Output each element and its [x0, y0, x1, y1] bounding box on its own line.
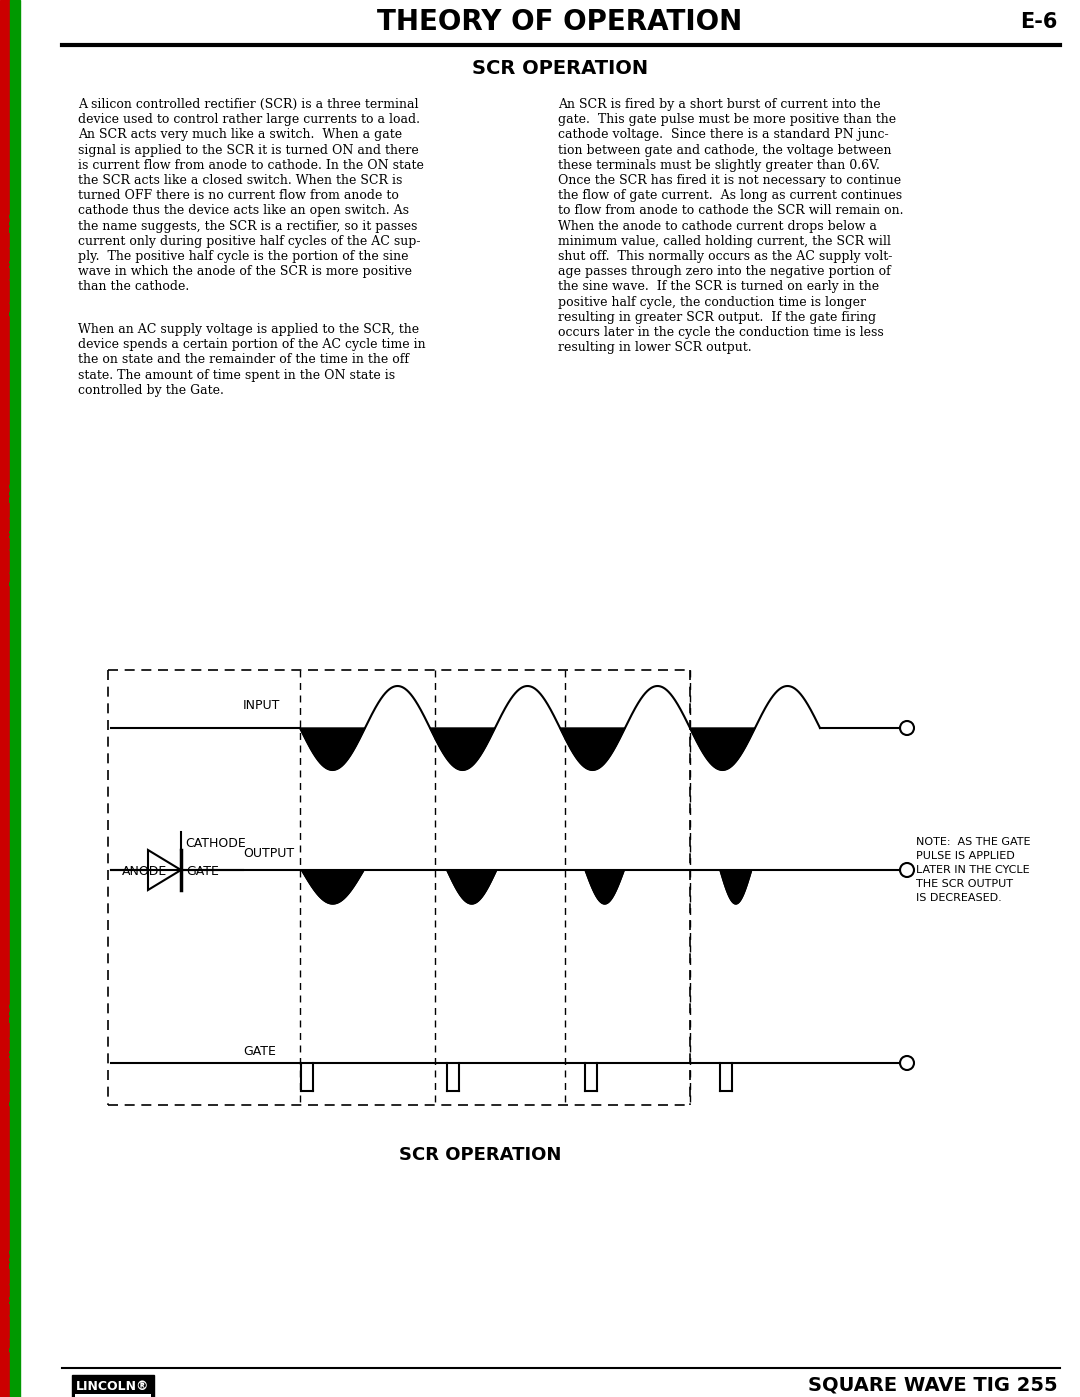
Text: NOTE:  AS THE GATE
PULSE IS APPLIED
LATER IN THE CYCLE
THE SCR OUTPUT
IS DECREAS: NOTE: AS THE GATE PULSE IS APPLIED LATER…: [916, 837, 1030, 902]
Text: signal is applied to the SCR it is turned ON and there: signal is applied to the SCR it is turne…: [78, 144, 419, 156]
Bar: [72, 1375, 154, 1397]
Text: occurs later in the cycle the conduction time is less: occurs later in the cycle the conduction…: [558, 326, 883, 339]
Text: the on state and the remainder of the time in the off: the on state and the remainder of the ti…: [78, 353, 409, 366]
Bar: [10, 0, 21, 1397]
Polygon shape: [447, 870, 497, 904]
Text: device used to control rather large currents to a load.: device used to control rather large curr…: [78, 113, 420, 126]
Text: Once the SCR has fired it is not necessary to continue: Once the SCR has fired it is not necessa…: [558, 175, 901, 187]
Text: OUTPUT: OUTPUT: [243, 847, 294, 861]
Bar: [75, 1377, 151, 1394]
Text: these terminals must be slightly greater than 0.6V.: these terminals must be slightly greater…: [558, 159, 880, 172]
Text: SCR OPERATION: SCR OPERATION: [399, 1146, 562, 1164]
Text: Return to Section TOC: Return to Section TOC: [0, 932, 10, 1038]
Polygon shape: [301, 870, 364, 904]
Text: cathode thus the device acts like an open switch. As: cathode thus the device acts like an ope…: [78, 204, 409, 218]
Text: SQUARE WAVE TIG 255: SQUARE WAVE TIG 255: [808, 1376, 1058, 1394]
Text: Return to Master TOC: Return to Master TOC: [11, 1003, 19, 1106]
Text: gate.  This gate pulse must be more positive than the: gate. This gate pulse must be more posit…: [558, 113, 896, 126]
Text: cathode voltage.  Since there is a standard PN junc-: cathode voltage. Since there is a standa…: [558, 129, 889, 141]
Text: Return to Master TOC: Return to Master TOC: [11, 483, 19, 587]
Text: Return to Section TOC: Return to Section TOC: [0, 412, 10, 518]
Text: Return to Master TOC: Return to Master TOC: [11, 214, 19, 317]
Text: age passes through zero into the negative portion of: age passes through zero into the negativ…: [558, 265, 891, 278]
Text: state. The amount of time spent in the ON state is: state. The amount of time spent in the O…: [78, 369, 395, 381]
Text: ANODE: ANODE: [122, 865, 167, 877]
Text: positive half cycle, the conduction time is longer: positive half cycle, the conduction time…: [558, 296, 866, 309]
Text: resulting in lower SCR output.: resulting in lower SCR output.: [558, 341, 752, 355]
Text: A silicon controlled rectifier (SCR) is a three terminal: A silicon controlled rectifier (SCR) is …: [78, 98, 419, 110]
Polygon shape: [585, 870, 624, 904]
Text: the SCR acts like a closed switch. When the SCR is: the SCR acts like a closed switch. When …: [78, 175, 403, 187]
Text: device spends a certain portion of the AC cycle time in: device spends a certain portion of the A…: [78, 338, 426, 351]
Text: GATE: GATE: [186, 865, 219, 877]
Text: the sine wave.  If the SCR is turned on early in the: the sine wave. If the SCR is turned on e…: [558, 281, 879, 293]
Text: current only during positive half cycles of the AC sup-: current only during positive half cycles…: [78, 235, 420, 247]
Text: controlled by the Gate.: controlled by the Gate.: [78, 384, 224, 397]
Polygon shape: [300, 728, 365, 770]
Text: GATE: GATE: [243, 1045, 275, 1058]
Text: the name suggests, the SCR is a rectifier, so it passes: the name suggests, the SCR is a rectifie…: [78, 219, 417, 232]
Text: shut off.  This normally occurs as the AC supply volt-: shut off. This normally occurs as the AC…: [558, 250, 892, 263]
Text: the flow of gate current.  As long as current continues: the flow of gate current. As long as cur…: [558, 189, 902, 203]
Text: SCR OPERATION: SCR OPERATION: [472, 59, 648, 77]
Text: CATHODE: CATHODE: [185, 837, 246, 849]
Text: resulting in greater SCR output.  If the gate firing: resulting in greater SCR output. If the …: [558, 310, 876, 324]
Polygon shape: [561, 728, 625, 770]
Text: An SCR acts very much like a switch.  When a gate: An SCR acts very much like a switch. Whe…: [78, 129, 402, 141]
Text: tion between gate and cathode, the voltage between: tion between gate and cathode, the volta…: [558, 144, 891, 156]
Text: Return to Section TOC: Return to Section TOC: [0, 1178, 10, 1282]
Bar: [75, 1377, 151, 1397]
Text: When the anode to cathode current drops below a: When the anode to cathode current drops …: [558, 219, 877, 232]
Text: to flow from anode to cathode the SCR will remain on.: to flow from anode to cathode the SCR wi…: [558, 204, 904, 218]
Text: E-6: E-6: [1021, 13, 1058, 32]
Text: When an AC supply voltage is applied to the SCR, the: When an AC supply voltage is applied to …: [78, 323, 419, 335]
Polygon shape: [690, 728, 755, 770]
Text: Return to Master TOC: Return to Master TOC: [11, 1249, 19, 1351]
Text: minimum value, called holding current, the SCR will: minimum value, called holding current, t…: [558, 235, 891, 247]
Text: LINCOLN®: LINCOLN®: [77, 1379, 150, 1393]
Text: Return to Section TOC: Return to Section TOC: [0, 142, 10, 247]
Polygon shape: [430, 728, 495, 770]
Text: wave in which the anode of the SCR is more positive: wave in which the anode of the SCR is mo…: [78, 265, 411, 278]
Text: ply.  The positive half cycle is the portion of the sine: ply. The positive half cycle is the port…: [78, 250, 408, 263]
Polygon shape: [720, 870, 752, 904]
Text: INPUT: INPUT: [243, 698, 281, 712]
Text: turned OFF there is no current flow from anode to: turned OFF there is no current flow from…: [78, 189, 399, 203]
Text: is current flow from anode to cathode. In the ON state: is current flow from anode to cathode. I…: [78, 159, 423, 172]
Text: An SCR is fired by a short burst of current into the: An SCR is fired by a short burst of curr…: [558, 98, 880, 110]
Bar: [0, 0, 10, 1397]
Text: than the cathode.: than the cathode.: [78, 281, 189, 293]
Text: THEORY OF OPERATION: THEORY OF OPERATION: [377, 8, 743, 36]
